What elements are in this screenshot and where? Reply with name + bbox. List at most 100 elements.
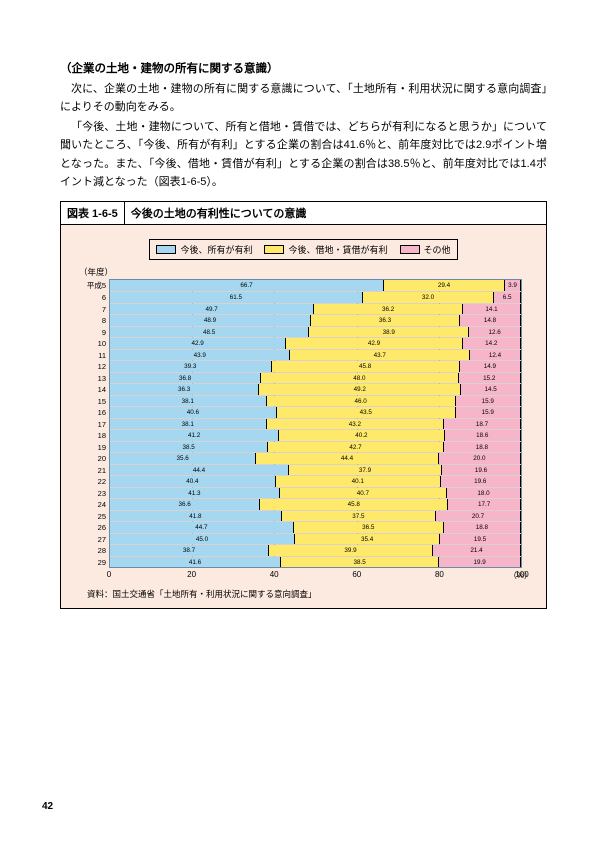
- bar-segment: 15.2: [459, 373, 521, 384]
- bar-row: 1239.345.814.9: [110, 360, 521, 372]
- bar-row: 1336.848.015.2: [110, 372, 521, 384]
- bar-segment: 38.9: [309, 327, 469, 338]
- bar-segment: 48.5: [110, 327, 309, 338]
- x-tick: 40: [270, 570, 279, 579]
- bar-segment: 45.8: [260, 499, 448, 510]
- y-label: 16: [80, 407, 106, 419]
- bar-segment: 43.9: [110, 350, 290, 361]
- y-label: 26: [80, 522, 106, 534]
- bar-segment: 36.3: [311, 315, 460, 326]
- y-label: 7: [80, 304, 106, 316]
- swatch-own: [156, 245, 176, 254]
- bar-row: 1738.143.218.7: [110, 418, 521, 430]
- bar-row: 2541.837.520.7: [110, 510, 521, 522]
- y-label: 23: [80, 488, 106, 500]
- bar-row: 2941.638.519.9: [110, 556, 521, 568]
- bar-segment: 20.7: [436, 511, 521, 522]
- figure-title-bar: 図表 1-6-5 今後の土地の有利性についての意識: [60, 201, 547, 225]
- chart-legend: 今後、所有が有利 今後、借地・賃借が有利 その他: [149, 239, 457, 260]
- bar-segment: 18.6: [445, 430, 521, 441]
- bar-segment: 36.5: [294, 522, 444, 533]
- paragraph-1: 次に、企業の土地・建物の所有に関する意識について、「土地所有・利用状況に関する意…: [60, 80, 547, 116]
- bar-segment: 20.0: [439, 453, 521, 464]
- bar-segment: 35.4: [295, 534, 440, 545]
- y-label: 21: [80, 465, 106, 477]
- bar-segment: 18.8: [444, 442, 521, 453]
- bar-segment: 43.7: [290, 350, 470, 361]
- figure-title: 今後の土地の有利性についての意識: [125, 202, 546, 224]
- bar-row: 2644.736.518.8: [110, 521, 521, 533]
- bar-segment: 43.2: [267, 419, 445, 430]
- y-axis-label: （年度）: [79, 266, 532, 278]
- y-label: 9: [80, 327, 106, 339]
- bar-segment: 42.9: [286, 338, 462, 349]
- bar-segment: 39.9: [269, 545, 433, 556]
- bar-segment: 36.6: [110, 499, 260, 510]
- bar-segment: 39.3: [110, 361, 272, 372]
- page-number: 42: [42, 801, 53, 812]
- bar-segment: 49.2: [259, 384, 461, 395]
- bar-segment: 14.8: [460, 315, 521, 326]
- bar-segment: 42.9: [110, 338, 286, 349]
- bar-segment: 48.9: [110, 315, 311, 326]
- x-tick: 20: [187, 570, 196, 579]
- bar-segment: 40.4: [110, 476, 276, 487]
- bar-segment: 41.8: [110, 511, 282, 522]
- bar-segment: 32.0: [363, 292, 495, 303]
- bar-segment: 18.8: [444, 522, 521, 533]
- y-label: 17: [80, 419, 106, 431]
- y-label: 27: [80, 534, 106, 546]
- bar-segment: 3.9: [505, 280, 521, 292]
- bar-segment: 45.8: [272, 361, 460, 372]
- y-label: 10: [80, 338, 106, 350]
- y-label: 11: [80, 350, 106, 362]
- bar-row: 2436.645.817.7: [110, 498, 521, 510]
- y-label: 13: [80, 373, 106, 385]
- bar-row: 1538.146.015.9: [110, 395, 521, 407]
- legend-label-rent: 今後、借地・賃借が有利: [288, 243, 387, 256]
- bar-row: 2745.035.419.5: [110, 533, 521, 545]
- bar-segment: 37.9: [289, 465, 442, 476]
- legend-item-rent: 今後、借地・賃借が有利: [264, 243, 387, 256]
- bar-segment: 18.7: [444, 419, 521, 430]
- bar-row: 2035.644.420.0: [110, 452, 521, 464]
- y-label: 15: [80, 396, 106, 408]
- bar-segment: 14.9: [460, 361, 521, 372]
- bar-segment: 61.5: [110, 292, 363, 303]
- bar-segment: 42.7: [268, 442, 443, 453]
- paragraph-2: 「今後、土地・建物について、所有と借地・賃借では、どちらが有利になると思うか」に…: [60, 118, 547, 191]
- bar-segment: 49.7: [110, 304, 314, 315]
- y-label: 28: [80, 545, 106, 557]
- legend-item-own: 今後、所有が有利: [156, 243, 252, 256]
- section-heading: （企業の土地・建物の所有に関する意識）: [60, 60, 547, 76]
- bar-segment: 12.6: [469, 327, 521, 338]
- y-label: 18: [80, 430, 106, 442]
- bar-segment: 48.0: [261, 373, 458, 384]
- x-tick: 60: [352, 570, 361, 579]
- bar-segment: 40.6: [110, 407, 277, 418]
- bar-segment: 38.1: [110, 396, 267, 407]
- bar-row: 848.936.314.8: [110, 314, 521, 326]
- bar-segment: 36.3: [110, 384, 259, 395]
- bar-segment: 19.6: [442, 465, 521, 476]
- y-label: 25: [80, 511, 106, 523]
- legend-label-own: 今後、所有が有利: [180, 243, 252, 256]
- bar-segment: 21.4: [433, 545, 521, 556]
- bar-segment: 38.5: [281, 557, 439, 568]
- bar-segment: 6.5: [494, 292, 521, 303]
- x-tick: 100: [515, 570, 528, 579]
- bar-row: 2341.340.718.0: [110, 487, 521, 499]
- bar-row: 2144.437.919.6: [110, 464, 521, 476]
- bar-segment: 46.0: [267, 396, 456, 407]
- y-label: 22: [80, 476, 106, 488]
- bar-row: 1841.240.218.6: [110, 429, 521, 441]
- bar-row: 1143.943.712.4: [110, 349, 521, 361]
- bar-row: 2838.739.921.4: [110, 544, 521, 556]
- y-label: 平成5: [80, 280, 106, 292]
- bar-segment: 40.1: [276, 476, 441, 487]
- bar-row: 661.532.06.5: [110, 291, 521, 303]
- bar-segment: 29.4: [384, 280, 505, 292]
- y-label: 19: [80, 442, 106, 454]
- bar-row: 1938.542.718.8: [110, 441, 521, 453]
- bar-segment: 35.6: [110, 453, 256, 464]
